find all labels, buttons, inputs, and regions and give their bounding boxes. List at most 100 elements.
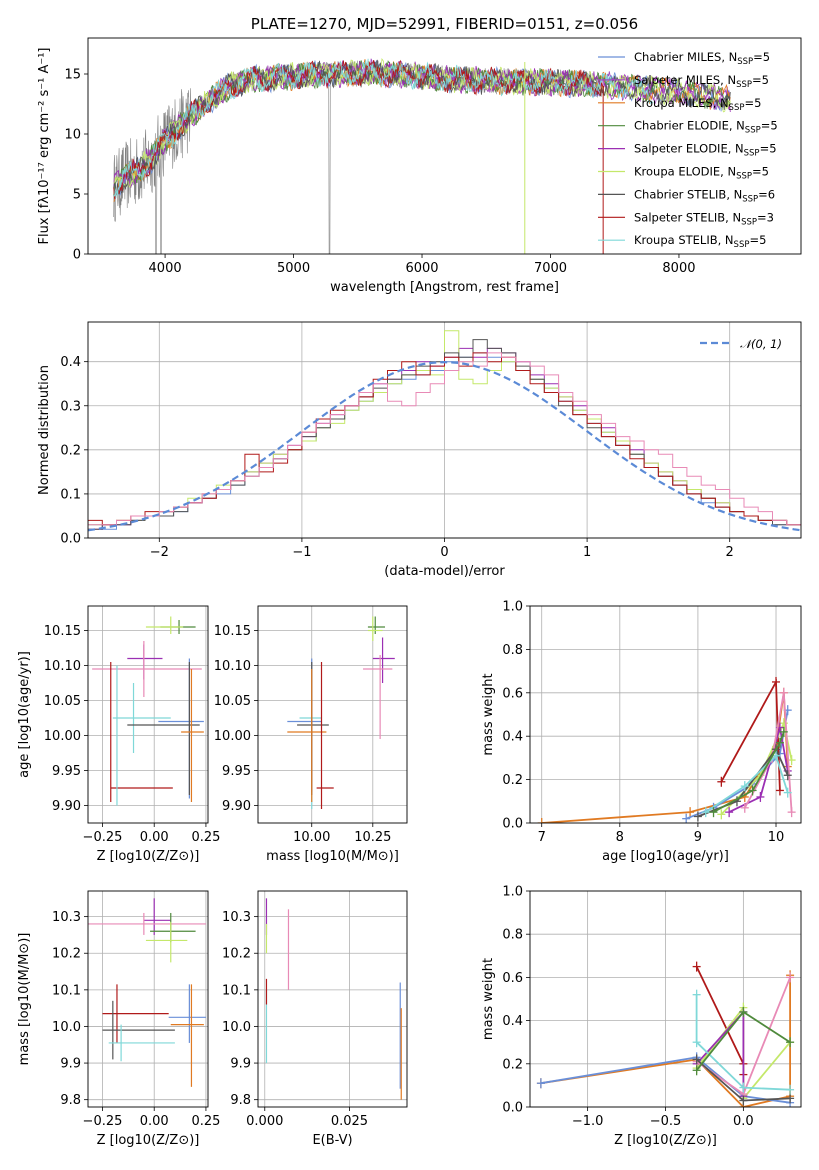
y-tick-label: 0.0 xyxy=(60,532,81,547)
errorbar-point xyxy=(108,1024,175,1062)
mass-weight-line xyxy=(695,994,791,1091)
mass-weight-marker xyxy=(709,807,718,818)
y-tick-label: 0.2 xyxy=(60,443,81,458)
legend-entry: Kroupa STELIB, NSSP=5 xyxy=(634,233,766,250)
mass-weight-marker xyxy=(786,1084,795,1095)
mass-weight-marker xyxy=(536,1078,545,1089)
y-tick-label: 10.3 xyxy=(222,910,251,925)
x-tick-label: 1 xyxy=(583,545,591,560)
legend-entry: Chabrier MILES, NSSP=5 xyxy=(634,50,770,67)
mass-weight-line xyxy=(540,975,791,1107)
x-tick-label: 4000 xyxy=(149,261,182,276)
legend-entry: Chabrier ELODIE, NSSP=5 xyxy=(634,119,778,136)
y-tick-label: 9.9 xyxy=(60,1057,81,1072)
spectrum-ylabel: Flux [fλ10⁻¹⁷ erg cm⁻² s⁻¹ A⁻¹] xyxy=(37,48,52,245)
x-tick-label: 9 xyxy=(694,830,702,845)
massweight_vs_age-plot-area xyxy=(537,676,796,823)
mass-weight-line xyxy=(713,731,785,813)
x-tick-label: 0.00 xyxy=(140,1114,169,1129)
mass-weight-marker xyxy=(772,676,781,687)
y-tick-label: 9.9 xyxy=(230,1057,251,1072)
x-tick-label: 0.25 xyxy=(191,1114,220,1129)
mass-weight-marker xyxy=(682,813,691,823)
legend-entry: Chabrier STELIB, NSSP=6 xyxy=(634,187,775,204)
spectrum-axes: 4000 5000 6000 7000 8000 0 5 10 15 wavelength [An… xyxy=(37,15,802,295)
mass-weight-marker xyxy=(786,972,795,983)
errorbar-point xyxy=(170,984,204,1087)
massweight_vs_age-frame xyxy=(529,605,802,824)
x-tick-label: 0 xyxy=(440,545,448,560)
y-tick-label: 9.90 xyxy=(52,799,81,814)
x-tick-label: −1.0 xyxy=(572,1114,604,1129)
mass-weight-line xyxy=(744,692,793,813)
y-tick-label: 0.4 xyxy=(502,1014,523,1029)
y-tick-label: 10.10 xyxy=(214,659,251,674)
age_vs_Z-plot-area xyxy=(92,616,204,806)
age_vs_Z-grid xyxy=(88,606,208,823)
y-tick-label: 0.4 xyxy=(502,730,523,745)
mass-weight-marker xyxy=(692,1065,701,1076)
model-spectrum-line xyxy=(113,60,731,188)
y-tick-label: 10.2 xyxy=(52,947,81,962)
legend-entry: Kroupa ELODIE, NSSP=5 xyxy=(634,165,769,182)
y-tick-label: 10.15 xyxy=(44,624,81,639)
legend-entry: Salpeter STELIB, NSSP=3 xyxy=(634,210,774,227)
x-tick-label: 0.0 xyxy=(733,1114,754,1129)
y-tick-label: 0.6 xyxy=(502,686,523,701)
x-tick-label: −0.25 xyxy=(83,1114,123,1129)
mass_vs_ebv-frame xyxy=(257,890,408,1108)
mass_vs_ebv-axes: 0.000 0.025 9.8 9.9 10.0 10.1 10.2 10.3 E(B-V) xyxy=(222,890,408,1148)
spectrum-xlabel: wavelength [Angstrom, rest frame] xyxy=(330,280,559,295)
y-tick-label: 10 xyxy=(64,128,81,143)
mass-weight-marker xyxy=(692,961,701,972)
mass-weight-marker xyxy=(717,809,726,820)
y-tick-label: 10.00 xyxy=(44,729,81,744)
y-tick-label: 0.2 xyxy=(502,773,523,788)
legend-entry: Salpeter MILES, NSSP=5 xyxy=(634,73,769,90)
y-tick-label: 0.6 xyxy=(502,971,523,986)
mass-weight-marker xyxy=(692,1037,701,1048)
mass_vs_Z-frame xyxy=(87,890,209,1108)
mass-weight-marker xyxy=(693,811,702,822)
spectrum-frame xyxy=(87,37,802,255)
x-tick-label: 0.000 xyxy=(246,1114,283,1129)
residuals-axes: −2 −1 0 1 2 0.0 0.1 0.2 0.3 0.4 (data-model)/error… xyxy=(37,321,802,579)
y-tick-label: 0.1 xyxy=(60,487,81,502)
mass_vs_ebv-plot-area xyxy=(265,898,402,1100)
y-tick-label: 9.95 xyxy=(52,764,81,779)
y-tick-label: 0.0 xyxy=(502,1101,523,1116)
residuals-ylabel: Normed distribution xyxy=(37,365,52,495)
y-tick-label: 15 xyxy=(64,68,81,83)
massweight_vs_Z-xlabel: Z [log10(Z/Z⊙)] xyxy=(614,1133,717,1148)
y-tick-label: 10.3 xyxy=(52,910,81,925)
y-tick-label: 0.8 xyxy=(502,928,523,943)
residual-histogram xyxy=(88,352,801,538)
x-tick-label: 7000 xyxy=(534,261,567,276)
y-tick-label: 5 xyxy=(73,188,81,203)
x-tick-label: 7 xyxy=(538,830,546,845)
errorbar-point xyxy=(287,669,327,802)
legend-entry: Salpeter ELODIE, NSSP=5 xyxy=(634,142,777,159)
errorbar-point xyxy=(145,922,188,963)
mass-weight-line xyxy=(705,754,789,813)
mass-weight-marker xyxy=(701,807,710,818)
mass_vs_ebv-xlabel: E(B-V) xyxy=(312,1133,352,1148)
mass-weight-marker xyxy=(775,737,784,748)
y-tick-label: 9.95 xyxy=(222,764,251,779)
y-tick-label: 10.0 xyxy=(222,1020,251,1035)
errorbar-point xyxy=(367,616,383,641)
y-tick-label: 10.15 xyxy=(214,624,251,639)
mass-weight-marker xyxy=(692,989,701,1000)
mass-weight-marker xyxy=(740,781,749,792)
mass-weight-marker xyxy=(756,791,765,802)
errorbar-point xyxy=(143,898,171,935)
mass-weight-marker xyxy=(783,770,792,781)
spectrum-plot-area xyxy=(113,57,731,254)
massweight_vs_Z-ylabel: mass weight xyxy=(481,958,496,1040)
massweight_vs_Z-frame xyxy=(529,890,802,1108)
y-tick-label: 10.0 xyxy=(52,1020,81,1035)
mass-weight-marker xyxy=(692,1054,701,1065)
x-tick-label: −0.25 xyxy=(83,830,123,845)
massweight_vs_Z-axes: −1.0 −0.5 0.0 0.0 0.2 0.4 0.6 0.8 1.0 Z [log10(Z/… xyxy=(481,885,802,1148)
